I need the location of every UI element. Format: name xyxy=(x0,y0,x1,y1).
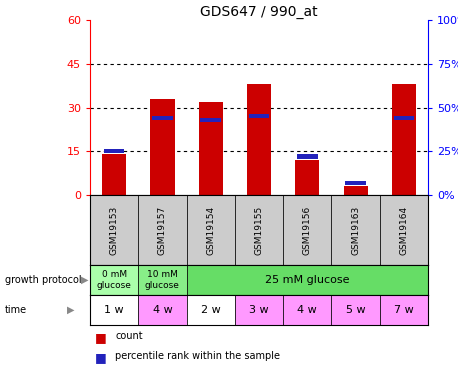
Text: 1 w: 1 w xyxy=(104,305,124,315)
Text: growth protocol: growth protocol xyxy=(5,275,81,285)
Text: 7 w: 7 w xyxy=(394,305,414,315)
Text: 4 w: 4 w xyxy=(297,305,317,315)
Bar xyxy=(392,84,416,195)
Text: GSM19163: GSM19163 xyxy=(351,206,360,255)
Bar xyxy=(138,195,186,265)
Bar xyxy=(380,295,428,325)
Bar xyxy=(345,181,366,185)
Text: 2 w: 2 w xyxy=(201,305,221,315)
Bar xyxy=(283,195,332,265)
Bar xyxy=(150,99,174,195)
Bar xyxy=(104,149,125,153)
Text: ■: ■ xyxy=(95,351,106,364)
Bar xyxy=(393,116,414,120)
Bar xyxy=(249,114,269,118)
Bar xyxy=(332,195,380,265)
Bar xyxy=(247,84,271,195)
Bar xyxy=(90,265,138,295)
Text: ▶: ▶ xyxy=(67,305,75,315)
Bar xyxy=(90,295,138,325)
Bar xyxy=(235,195,283,265)
Bar xyxy=(138,295,186,325)
Text: GSM19156: GSM19156 xyxy=(303,206,312,255)
Text: 5 w: 5 w xyxy=(346,305,365,315)
Text: GSM19157: GSM19157 xyxy=(158,206,167,255)
Bar xyxy=(344,186,368,195)
Text: GSM19154: GSM19154 xyxy=(206,206,215,255)
Bar xyxy=(235,295,283,325)
Text: ■: ■ xyxy=(95,331,106,344)
Text: 4 w: 4 w xyxy=(153,305,172,315)
Text: percentile rank within the sample: percentile rank within the sample xyxy=(115,351,280,361)
Bar xyxy=(90,195,138,265)
Bar xyxy=(199,102,223,195)
Text: 3 w: 3 w xyxy=(249,305,269,315)
Bar xyxy=(138,265,186,295)
Title: GDS647 / 990_at: GDS647 / 990_at xyxy=(200,5,318,19)
Text: GSM19155: GSM19155 xyxy=(255,206,263,255)
Bar xyxy=(186,295,235,325)
Bar xyxy=(201,118,221,122)
Text: count: count xyxy=(115,331,143,340)
Text: time: time xyxy=(5,305,27,315)
Text: 25 mM glucose: 25 mM glucose xyxy=(265,275,349,285)
Bar xyxy=(283,295,332,325)
Text: 0 mM
glucose: 0 mM glucose xyxy=(97,270,131,290)
Bar xyxy=(186,265,428,295)
Bar xyxy=(297,154,317,159)
Bar xyxy=(380,195,428,265)
Bar xyxy=(152,116,173,120)
Text: ▶: ▶ xyxy=(81,275,88,285)
Text: 10 mM
glucose: 10 mM glucose xyxy=(145,270,180,290)
Bar xyxy=(102,154,126,195)
Bar xyxy=(295,160,319,195)
Text: GSM19164: GSM19164 xyxy=(399,206,409,255)
Text: GSM19153: GSM19153 xyxy=(109,206,119,255)
Bar xyxy=(186,195,235,265)
Bar xyxy=(332,295,380,325)
